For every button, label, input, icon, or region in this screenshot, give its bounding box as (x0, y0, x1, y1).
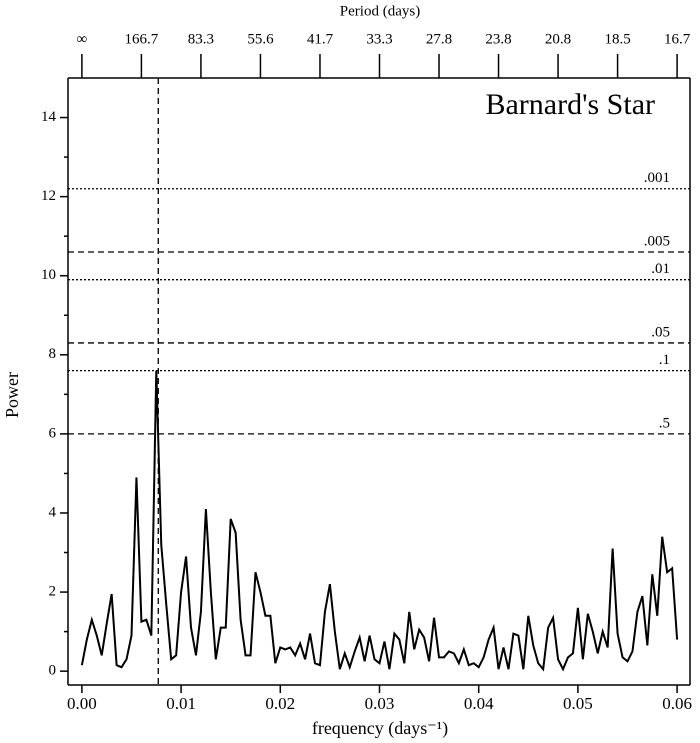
y-tick-label: 14 (41, 109, 57, 125)
x-tick-label: 0.02 (265, 694, 295, 713)
x2-tick-label: 23.8 (485, 31, 511, 47)
x2-tick-label: 83.3 (188, 31, 214, 47)
x2-tick-label: 27.8 (426, 31, 452, 47)
y-tick-label: 12 (41, 188, 56, 204)
x-tick-label: 0.04 (464, 694, 494, 713)
y-axis-label: Power (2, 372, 22, 418)
series-line (80, 370, 679, 672)
significance-label: .001 (644, 170, 670, 186)
significance-label: .005 (644, 233, 670, 249)
x-tick-label: 0.00 (67, 694, 97, 713)
significance-label: .05 (651, 324, 670, 340)
y-tick-label: 4 (49, 504, 57, 520)
significance-label: .1 (659, 352, 670, 368)
x2-tick-label: 20.8 (545, 31, 571, 47)
annotation: Barnard's Star (485, 88, 655, 121)
y-tick-label: 0 (49, 663, 57, 679)
x-tick-label: 0.06 (662, 694, 692, 713)
x-tick-label: 0.03 (365, 694, 395, 713)
y-tick-label: 6 (49, 425, 57, 441)
significance-label: .01 (651, 261, 670, 277)
x-tick-label: 0.01 (166, 694, 196, 713)
x-axis-label: frequency (days⁻¹) (312, 718, 448, 739)
x2-tick-label: ∞ (77, 31, 88, 47)
significance-label: .5 (659, 415, 670, 431)
x2-tick-label: 16.7 (664, 31, 691, 47)
x-tick-label: 0.05 (563, 694, 593, 713)
x2-tick-label: 55.6 (247, 31, 274, 47)
y-tick-label: 2 (49, 584, 57, 600)
x2-tick-label: 18.5 (604, 31, 630, 47)
x2-tick-label: 41.7 (307, 31, 334, 47)
x2-tick-label: 166.7 (125, 31, 159, 47)
x2-tick-label: 33.3 (366, 31, 392, 47)
y-tick-label: 8 (49, 346, 57, 362)
x2-axis-label: Period (days) (340, 3, 420, 19)
y-tick-label: 10 (41, 267, 56, 283)
